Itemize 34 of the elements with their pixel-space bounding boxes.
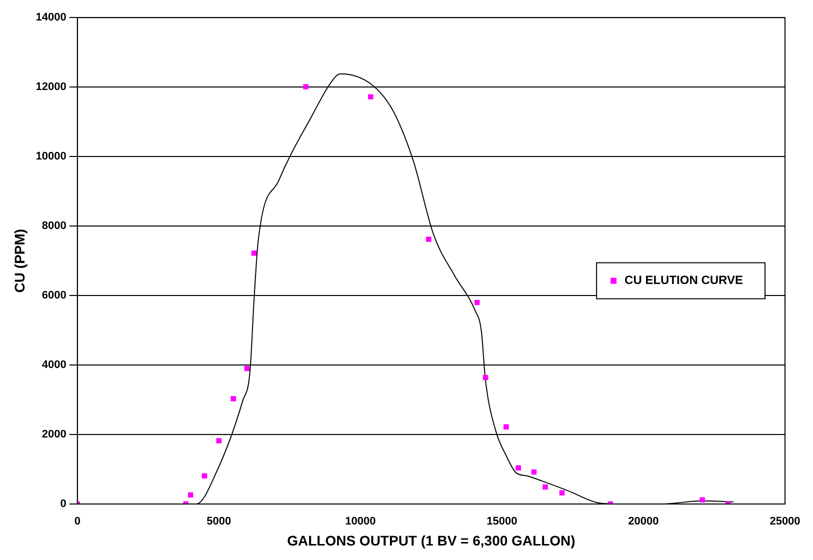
point bbox=[504, 424, 509, 430]
y-axis-title: CU (PPM) bbox=[11, 228, 28, 293]
y-tick-label: 10000 bbox=[36, 150, 66, 163]
point bbox=[542, 484, 548, 490]
x-tick-label: 25000 bbox=[770, 516, 800, 528]
y-tick-label: 4000 bbox=[42, 359, 66, 372]
point bbox=[368, 94, 374, 100]
point bbox=[559, 490, 565, 496]
legend-label: CU ELUTION CURVE bbox=[624, 273, 743, 288]
point bbox=[251, 250, 257, 256]
point bbox=[244, 366, 250, 372]
point bbox=[474, 300, 480, 306]
point bbox=[202, 473, 208, 478]
y-tick-label: 14000 bbox=[36, 12, 66, 24]
point bbox=[216, 438, 222, 444]
point bbox=[482, 374, 488, 380]
y-tick-label: 12000 bbox=[36, 81, 66, 94]
x-tick-label: 10000 bbox=[345, 516, 376, 528]
point bbox=[303, 84, 308, 90]
point bbox=[531, 469, 537, 475]
x-axis-title: GALLONS OUTPUT (1 BV = 6,300 GALLON) bbox=[287, 532, 576, 548]
point bbox=[230, 396, 236, 402]
point bbox=[426, 236, 432, 242]
x-tick-label: 20000 bbox=[628, 516, 659, 528]
y-tick-label: 0 bbox=[60, 498, 66, 510]
x-tick-label: 15000 bbox=[486, 516, 518, 528]
x-tick-label: 0 bbox=[74, 516, 80, 528]
x-tick-label: 5000 bbox=[206, 516, 232, 528]
y-tick-label: 6000 bbox=[42, 290, 66, 302]
point bbox=[188, 492, 194, 498]
point bbox=[700, 497, 705, 502]
y-tick-label: 8000 bbox=[42, 220, 66, 232]
y-tick-label: 2000 bbox=[42, 428, 66, 441]
point bbox=[516, 465, 521, 470]
